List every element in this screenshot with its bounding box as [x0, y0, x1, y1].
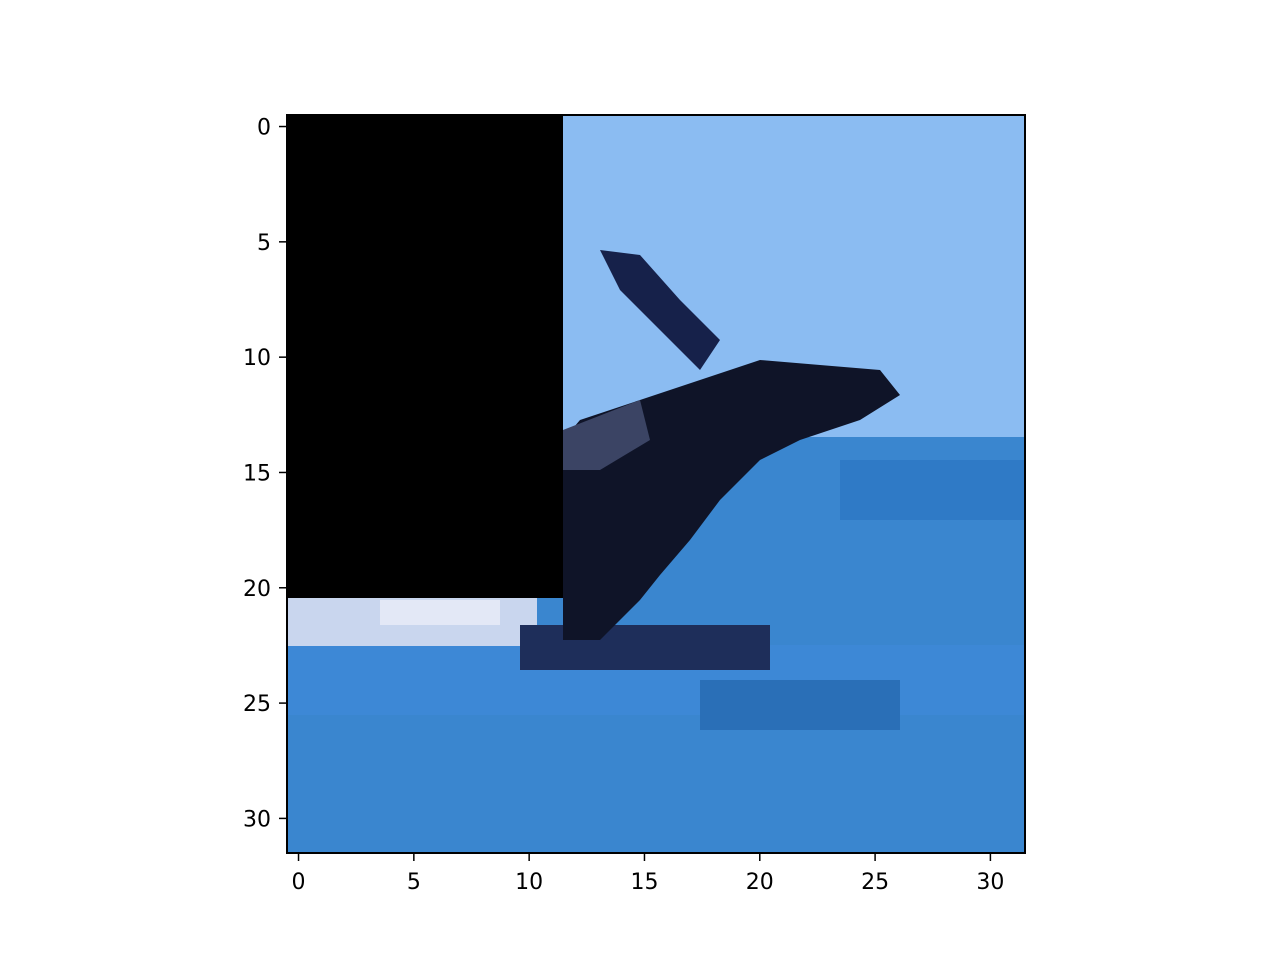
y-tick-label: 25 [243, 692, 271, 717]
x-tick-label: 15 [630, 870, 658, 895]
y-tick-label: 10 [243, 346, 271, 371]
x-tick-label: 0 [292, 870, 306, 895]
y-tick-label: 5 [257, 231, 271, 256]
plot-frame [286, 114, 1026, 854]
water-shade [840, 460, 1025, 520]
silhouette-tail [563, 400, 650, 470]
image-plot [286, 114, 1026, 854]
x-tick-label: 20 [746, 870, 774, 895]
x-tick-label: 30 [976, 870, 1004, 895]
y-tick-label: 20 [243, 577, 271, 602]
x-tick-label: 5 [407, 870, 421, 895]
water-dark-band [700, 680, 900, 730]
x-axis: 0 5 10 15 20 25 30 [292, 853, 1004, 895]
x-tick-label: 25 [861, 870, 889, 895]
y-tick-label: 0 [257, 116, 271, 141]
x-tick-label: 10 [515, 870, 543, 895]
silhouette-wing [600, 250, 720, 370]
foam-highlight [380, 600, 500, 625]
y-tick-label: 30 [243, 807, 271, 832]
dark-waterline [520, 625, 770, 670]
y-axis: 0 5 10 15 20 25 30 [243, 116, 287, 832]
masked-region [287, 115, 563, 598]
y-tick-label: 15 [243, 461, 271, 486]
